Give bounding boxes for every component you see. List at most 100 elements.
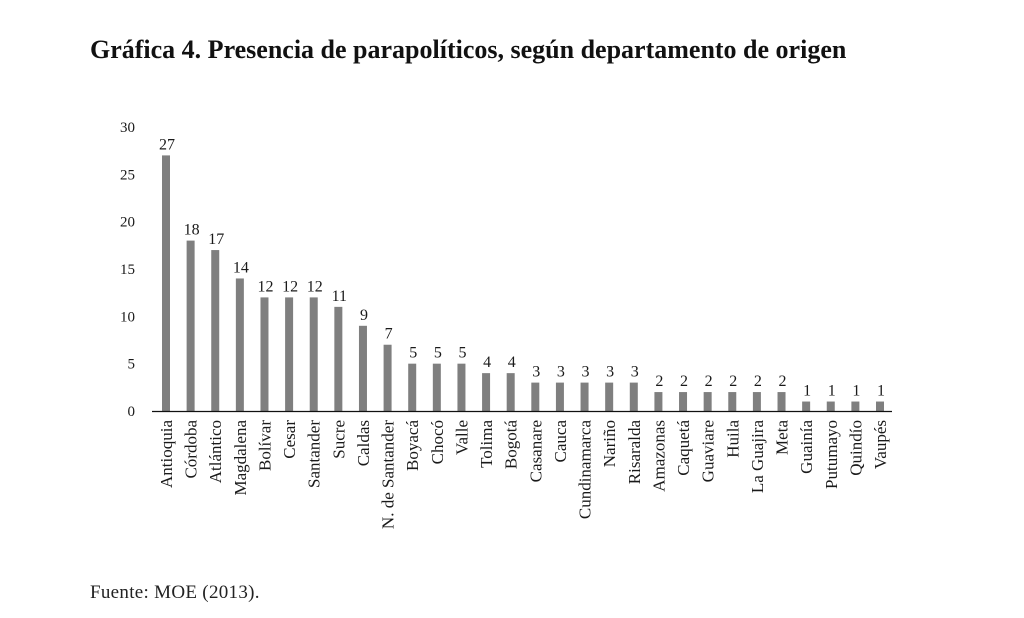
- bar: [555, 382, 564, 411]
- bar: [309, 297, 318, 411]
- bar: [162, 155, 170, 411]
- y-tick-label: 25: [120, 167, 135, 183]
- bar: [186, 240, 195, 411]
- category-label: Caquetá: [674, 420, 693, 476]
- value-label: 3: [631, 364, 639, 381]
- category-label: Chocó: [428, 420, 447, 464]
- category-label: N. de Santander: [379, 420, 398, 529]
- category-label: Tolima: [477, 420, 496, 468]
- bar: [752, 392, 761, 411]
- category-label: Córdoba: [182, 420, 201, 479]
- category-label: Santander: [305, 420, 324, 488]
- bar: [432, 363, 441, 411]
- value-label: 2: [680, 373, 688, 390]
- category-label: Cundinamarca: [576, 420, 595, 520]
- bar: [211, 250, 220, 411]
- category-label: Bogotá: [502, 420, 521, 470]
- y-tick-label: 5: [128, 357, 136, 373]
- bar: [728, 392, 737, 411]
- bar: [605, 382, 614, 411]
- value-label: 12: [257, 278, 273, 295]
- value-label: 2: [779, 373, 787, 390]
- category-label: Guainía: [797, 420, 816, 474]
- bar: [285, 297, 294, 411]
- source-note: Fuente: MOE (2013).: [90, 582, 260, 603]
- value-label: 3: [606, 364, 614, 381]
- category-label: Quindío: [846, 420, 865, 476]
- bar: [358, 325, 367, 411]
- category-label: Vaupés: [871, 420, 890, 469]
- value-label: 5: [434, 345, 442, 362]
- category-label: Putumayo: [822, 420, 841, 489]
- value-label: 4: [508, 354, 516, 371]
- value-label: 3: [557, 364, 565, 381]
- value-label: 18: [184, 222, 200, 239]
- y-tick-label: 0: [128, 404, 136, 420]
- value-label: 12: [307, 278, 323, 295]
- value-label: 3: [582, 364, 590, 381]
- x-axis-labels: Antioquia Córdoba Atlántico Magdalena Bolíva…: [157, 420, 890, 530]
- value-label: 5: [409, 345, 417, 362]
- value-label: 1: [852, 383, 860, 400]
- value-label: 2: [705, 373, 713, 390]
- value-label: 2: [754, 373, 762, 390]
- value-label: 1: [877, 383, 885, 400]
- bar: [408, 363, 417, 411]
- value-label: 27: [159, 136, 175, 153]
- value-label: 9: [360, 307, 368, 324]
- value-label: 3: [532, 364, 540, 381]
- chart-title: Gráfica 4. Presencia de parapolíticos, s…: [90, 35, 847, 64]
- category-label: Valle: [452, 420, 471, 455]
- category-label: Huila: [723, 420, 742, 458]
- y-axis-ticks: 0 5 10 15 20 25 30: [120, 120, 135, 420]
- category-label: Meta: [773, 420, 792, 455]
- category-label: Casanare: [526, 420, 545, 482]
- bar: [851, 401, 860, 411]
- category-label: Nariño: [600, 420, 619, 467]
- bar: [457, 363, 466, 411]
- bar: [876, 401, 884, 411]
- category-label: Bolívar: [255, 420, 274, 471]
- y-tick-label: 30: [120, 120, 135, 136]
- category-label: Caldas: [354, 420, 373, 466]
- bar: [235, 278, 244, 411]
- bar: [531, 382, 540, 411]
- value-label: 11: [332, 288, 347, 305]
- bar: [482, 373, 491, 411]
- category-label: Guaviare: [699, 420, 718, 482]
- bar: [679, 392, 688, 411]
- bar: [383, 344, 392, 411]
- category-label: La Guajira: [748, 420, 767, 494]
- bar: [506, 373, 515, 411]
- value-label: 12: [282, 278, 298, 295]
- value-label: 1: [828, 383, 836, 400]
- category-label: Cauca: [551, 420, 570, 463]
- bars: [162, 155, 884, 411]
- y-tick-label: 15: [120, 262, 135, 278]
- category-label: Antioquia: [157, 420, 176, 488]
- bar: [703, 392, 712, 411]
- bar: [802, 401, 811, 411]
- value-label: 1: [803, 383, 811, 400]
- value-label: 17: [208, 231, 224, 248]
- value-label: 14: [233, 259, 249, 276]
- category-label: Boyacá: [403, 420, 422, 471]
- y-tick-label: 20: [120, 215, 135, 231]
- category-label: Cesar: [280, 420, 299, 459]
- category-label: Atlántico: [206, 420, 225, 483]
- bar: [580, 382, 589, 411]
- category-label: Magdalena: [231, 420, 250, 496]
- value-label: 4: [483, 354, 491, 371]
- value-label: 5: [458, 345, 466, 362]
- value-label: 2: [729, 373, 737, 390]
- bar: [629, 382, 638, 411]
- category-label: Amazonas: [649, 420, 668, 492]
- bar: [654, 392, 663, 411]
- bar: [826, 401, 835, 411]
- value-label: 7: [385, 326, 393, 343]
- bar: [334, 306, 343, 411]
- category-label: Risaralda: [625, 420, 644, 485]
- bar: [260, 297, 269, 411]
